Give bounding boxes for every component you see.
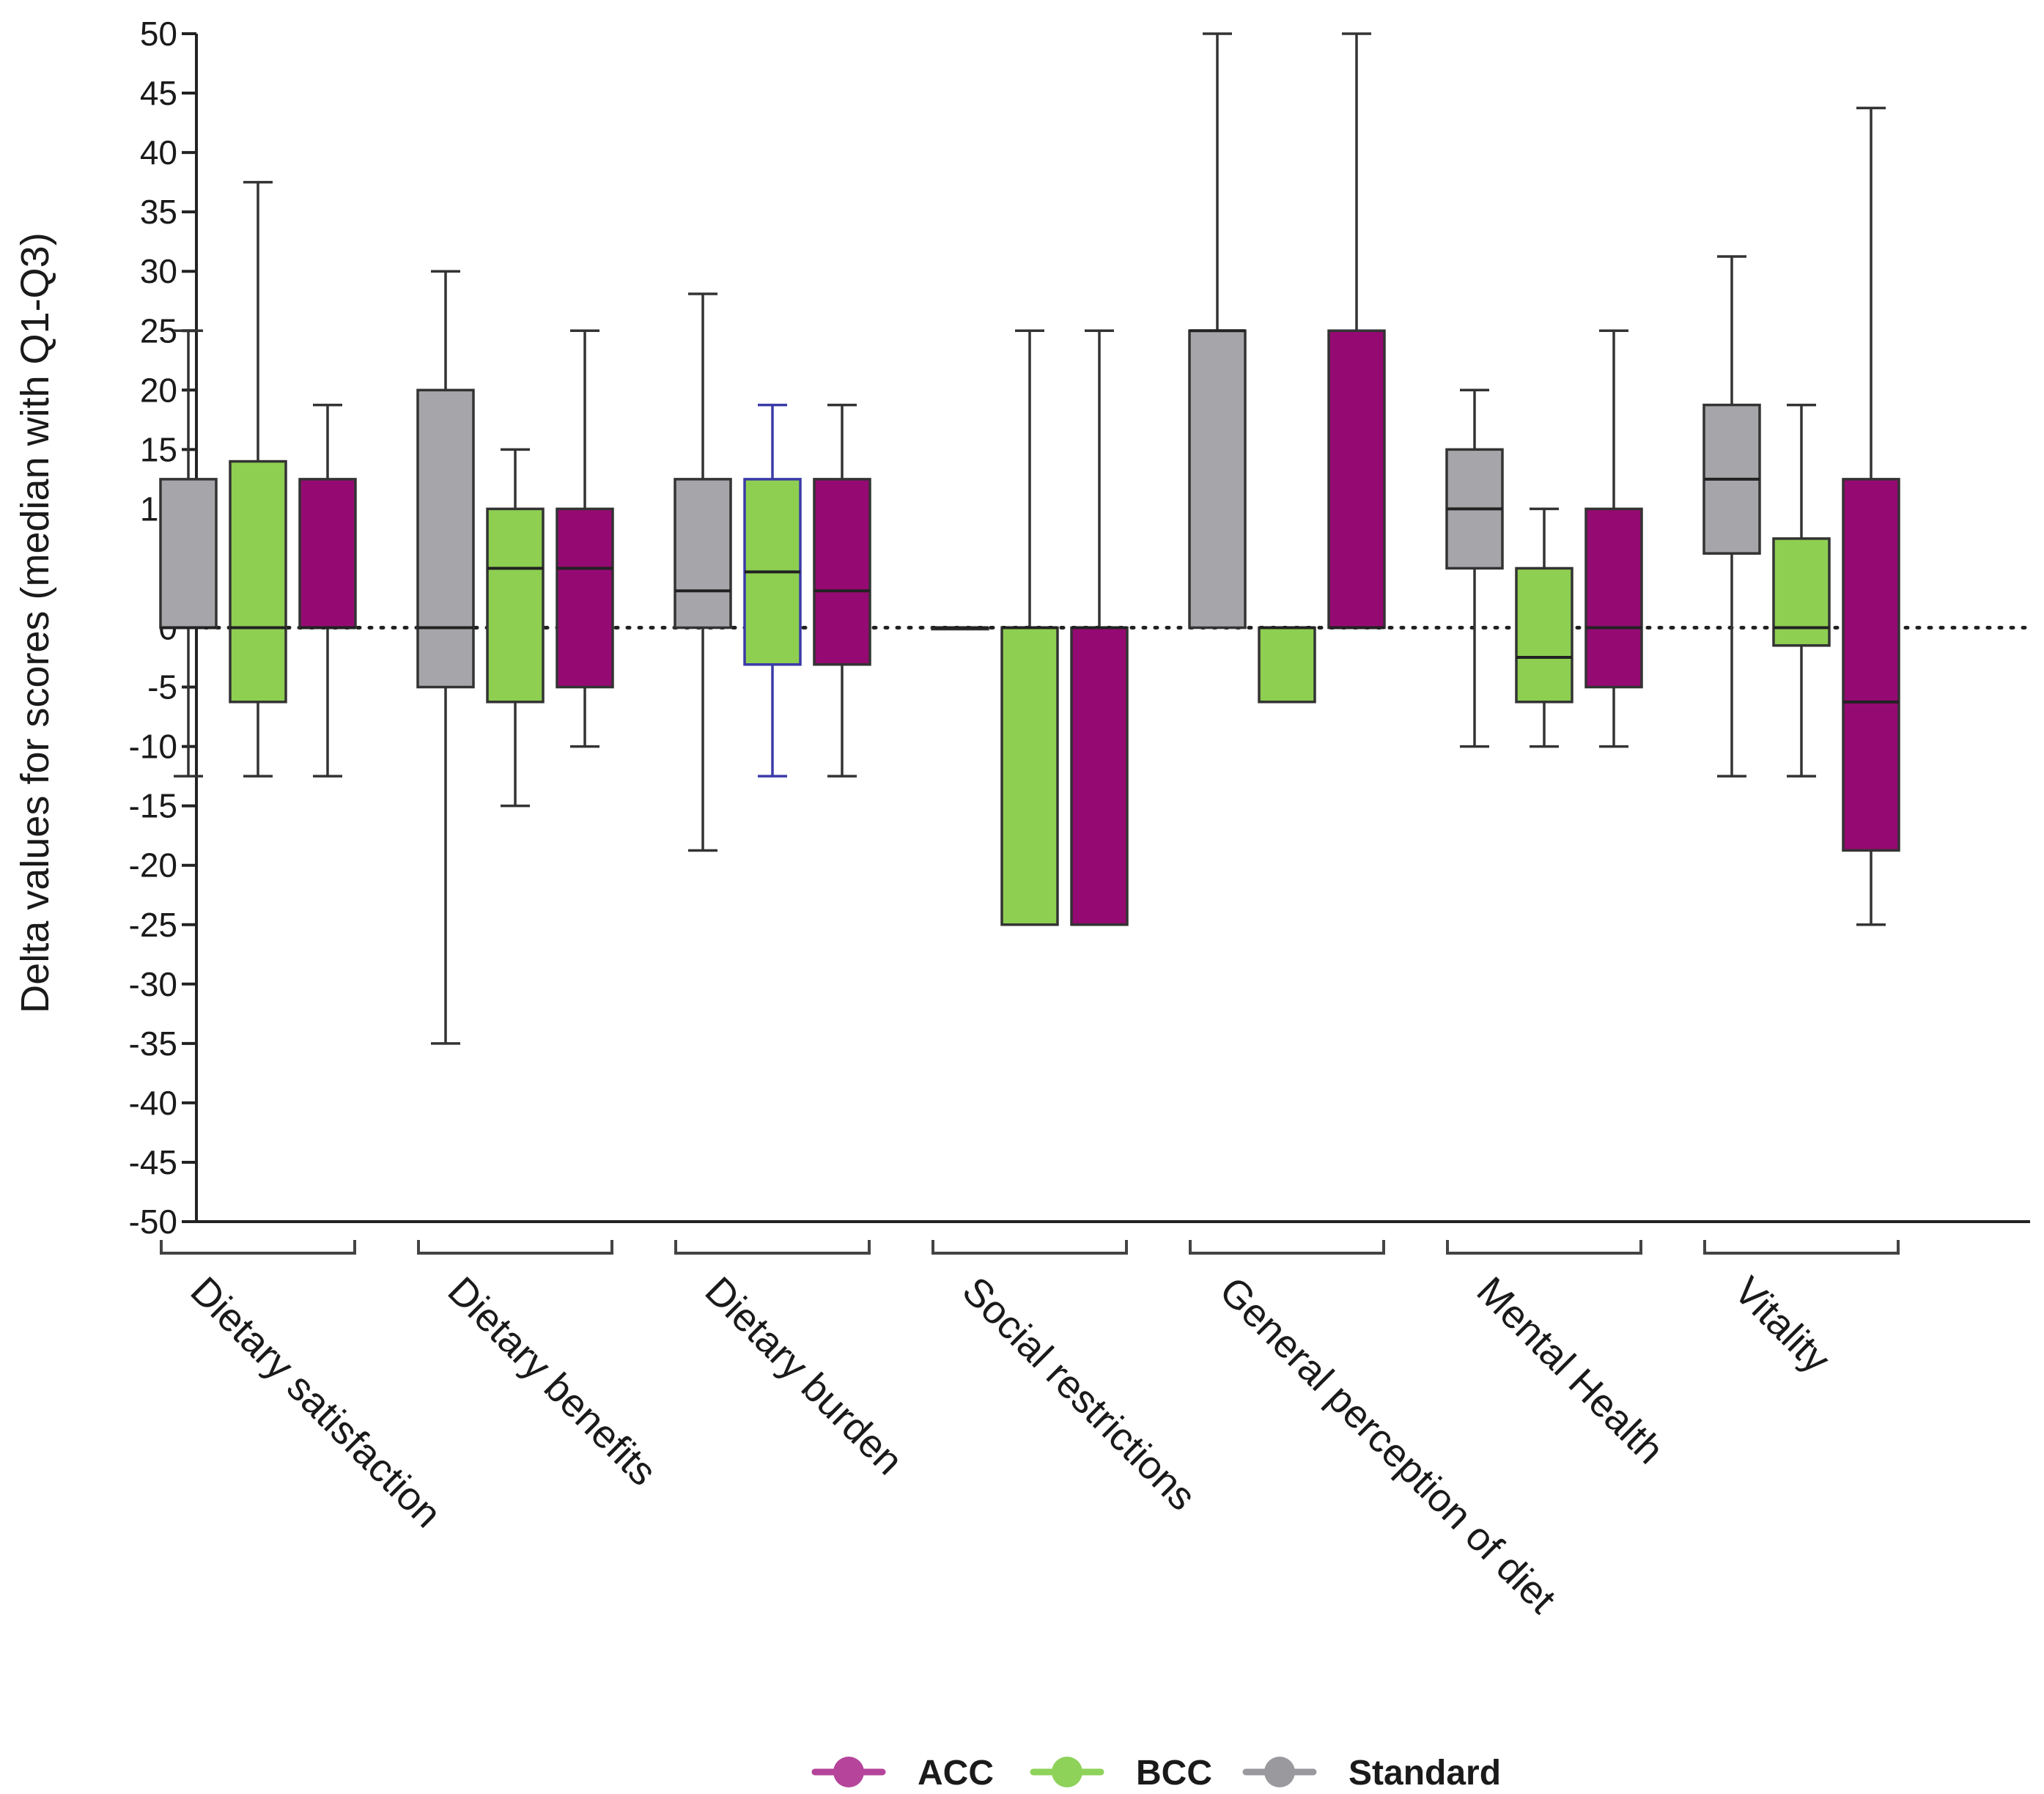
legend-label: BCC xyxy=(1136,1754,1212,1793)
category-bracket xyxy=(674,1240,871,1255)
group-vitality xyxy=(1702,106,1900,926)
y-tick-label: 30 xyxy=(140,252,177,290)
category-label-dietary-satisfaction: Dietary satisfaction xyxy=(182,1269,450,1536)
iqr-box xyxy=(159,478,218,630)
box-dietary-burden-acc xyxy=(813,403,871,778)
legend-item-bcc: BCC xyxy=(1030,1754,1212,1793)
legend-item-acc: ACC xyxy=(811,1754,994,1793)
group-dietary-benefits xyxy=(416,270,614,1045)
box-dietary-satisfaction-standard xyxy=(159,329,218,778)
category-label-vitality: Vitality xyxy=(1726,1269,1839,1381)
box-vitality-standard xyxy=(1702,255,1761,778)
iqr-box xyxy=(1327,329,1386,630)
box-vitality-bcc xyxy=(1772,403,1831,778)
y-tick-label: 20 xyxy=(140,371,177,409)
category-bracket xyxy=(1703,1240,1900,1255)
category-label-dietary-burden: Dietary burden xyxy=(697,1269,912,1483)
y-tick-label: -20 xyxy=(129,846,177,885)
y-tick-label: 35 xyxy=(140,193,177,231)
plot-area xyxy=(159,32,1900,1045)
category-bracket xyxy=(1189,1240,1385,1255)
y-tick-label: -40 xyxy=(129,1084,177,1122)
group-dietary-satisfaction xyxy=(159,180,357,778)
box-dietary-burden-standard xyxy=(674,292,732,852)
iqr-box xyxy=(1515,566,1573,704)
box-social-restrictions-bcc xyxy=(1000,329,1059,926)
legend-marker xyxy=(1052,1757,1082,1787)
y-tick-label: -50 xyxy=(129,1203,177,1241)
box-general-perception-of-diet-bcc xyxy=(1258,626,1316,704)
category-label-dietary-benefits: Dietary benefits xyxy=(440,1269,665,1494)
y-axis: -50-45-40-35-30-25-20-15-10-505101520253… xyxy=(129,15,2030,1241)
iqr-box xyxy=(1584,507,1643,689)
box-vitality-acc xyxy=(1842,106,1900,926)
y-tick-label: -35 xyxy=(129,1025,177,1063)
iqr-box xyxy=(229,459,287,704)
group-general-perception-of-diet xyxy=(1188,32,1386,704)
iqr-box xyxy=(1842,478,1900,852)
y-tick-label: 40 xyxy=(140,133,177,171)
box-general-perception-of-diet-acc xyxy=(1327,32,1386,630)
y-tick-label: 45 xyxy=(140,74,177,112)
y-tick-label: -15 xyxy=(129,787,177,825)
y-tick-label: -45 xyxy=(129,1143,177,1181)
category-label-mental-health: Mental Health xyxy=(1469,1269,1672,1472)
iqr-box xyxy=(1258,626,1316,704)
iqr-box xyxy=(674,478,732,630)
y-tick-label: -25 xyxy=(129,906,177,944)
legend-marker xyxy=(1264,1757,1295,1787)
box-dietary-satisfaction-acc xyxy=(298,403,357,778)
box-dietary-satisfaction-bcc xyxy=(229,180,287,778)
category-bracket xyxy=(417,1240,613,1255)
category-bracket xyxy=(1446,1240,1642,1255)
iqr-box xyxy=(1188,329,1247,630)
iqr-box xyxy=(1772,537,1831,647)
legend-item-standard: Standard xyxy=(1242,1754,1501,1793)
iqr-box xyxy=(416,388,475,689)
box-social-restrictions-standard xyxy=(931,626,989,631)
iqr-box xyxy=(298,478,357,630)
y-tick-label: 25 xyxy=(140,311,177,350)
iqr-box xyxy=(813,478,871,666)
box-dietary-benefits-standard xyxy=(416,270,475,1045)
legend-label: Standard xyxy=(1348,1754,1501,1793)
category-bracket xyxy=(160,1240,356,1255)
y-axis-label: Delta values for scores (median with Q1-… xyxy=(13,232,57,1013)
legend: ACC BCC Standard xyxy=(811,1754,1501,1793)
box-mental-health-acc xyxy=(1584,329,1643,748)
box-social-restrictions-acc xyxy=(1070,329,1129,926)
y-tick-label: 15 xyxy=(140,430,177,468)
iqr-box xyxy=(1000,626,1059,926)
box-general-perception-of-diet-standard xyxy=(1188,32,1247,630)
box-dietary-burden-bcc xyxy=(743,403,802,778)
iqr-box xyxy=(1070,626,1129,926)
box-mental-health-bcc xyxy=(1515,507,1573,748)
y-tick-label: -5 xyxy=(147,668,177,706)
group-dietary-burden xyxy=(674,292,871,852)
box-dietary-benefits-acc xyxy=(556,329,614,748)
y-tick-label: -10 xyxy=(129,728,177,766)
legend-marker xyxy=(833,1757,864,1787)
group-mental-health xyxy=(1445,329,1643,748)
iqr-box xyxy=(556,507,614,689)
box-mental-health-standard xyxy=(1445,388,1504,748)
category-label-social-restrictions: Social restrictions xyxy=(954,1269,1205,1519)
iqr-box xyxy=(486,507,545,704)
category-bracket xyxy=(931,1240,1128,1255)
y-tick-label: 50 xyxy=(140,15,177,53)
y-tick-label: -30 xyxy=(129,965,177,1003)
box-dietary-benefits-bcc xyxy=(486,448,545,808)
group-social-restrictions xyxy=(931,329,1129,926)
legend-label: ACC xyxy=(918,1754,994,1793)
